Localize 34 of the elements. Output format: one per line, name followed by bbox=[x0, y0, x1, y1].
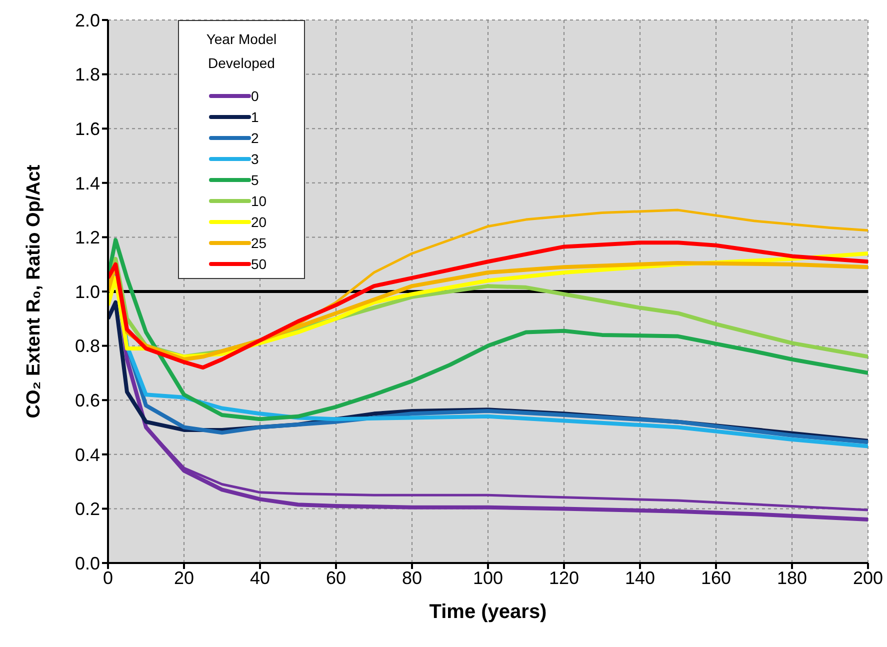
y-tick-label: 1.0 bbox=[74, 282, 100, 302]
x-tick-label: 80 bbox=[402, 568, 422, 588]
x-tick-label: 200 bbox=[852, 568, 884, 588]
x-axis-title: Time (years) bbox=[429, 601, 547, 623]
x-tick-label: 60 bbox=[326, 568, 346, 588]
x-tick-label: 0 bbox=[102, 568, 114, 588]
legend-label: 20 bbox=[251, 214, 267, 230]
y-tick-label: 0.2 bbox=[74, 499, 100, 520]
legend-label: 0 bbox=[251, 88, 259, 104]
y-tick-label: 0.0 bbox=[74, 553, 100, 574]
x-tick-label: 160 bbox=[700, 568, 732, 588]
y-axis-title: CO₂ Extent R₀, Ratio Op/Act bbox=[24, 164, 45, 418]
legend-label: 5 bbox=[251, 172, 259, 188]
x-tick-label: 140 bbox=[624, 568, 656, 588]
legend-label: 1 bbox=[251, 108, 259, 124]
legend-label: 10 bbox=[251, 192, 267, 208]
y-tick-label: 1.2 bbox=[74, 228, 100, 248]
y-tick-label: 1.6 bbox=[74, 118, 100, 139]
x-tick-label: 100 bbox=[472, 568, 504, 588]
y-tick-label: 1.8 bbox=[74, 64, 100, 85]
y-tick-label: 0.8 bbox=[74, 336, 100, 356]
legend-label: 50 bbox=[251, 256, 267, 272]
legend-label: 3 bbox=[251, 150, 259, 166]
y-tick-label: 1.4 bbox=[74, 173, 100, 194]
y-tick-label: 0.6 bbox=[74, 390, 100, 410]
legend-label: 25 bbox=[251, 234, 267, 250]
x-tick-label: 40 bbox=[250, 568, 270, 588]
x-tick-label: 180 bbox=[776, 568, 808, 588]
x-tick-label: 120 bbox=[548, 568, 580, 588]
legend-title: Year Model Developed bbox=[205, 30, 278, 73]
y-tick-label: 2.0 bbox=[74, 10, 100, 30]
legend-label: 2 bbox=[251, 130, 259, 146]
x-tick-label: 20 bbox=[174, 568, 194, 588]
y-tick-label: 0.4 bbox=[74, 444, 100, 465]
